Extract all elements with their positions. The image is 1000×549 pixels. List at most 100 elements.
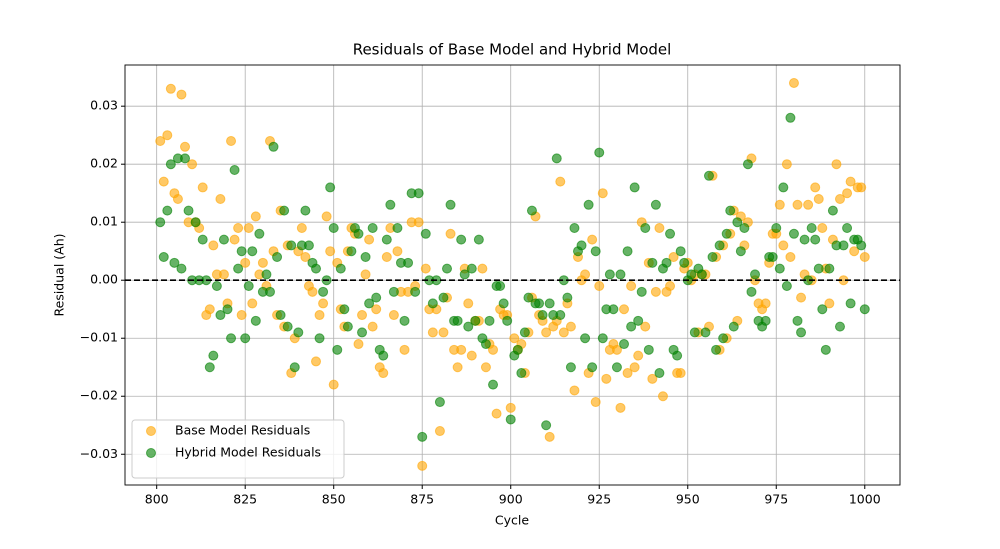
point: [321, 211, 332, 222]
point: [647, 257, 658, 268]
point: [339, 304, 350, 315]
point: [615, 269, 626, 280]
point: [650, 286, 661, 297]
point: [721, 228, 732, 239]
point: [650, 199, 661, 210]
point: [512, 344, 523, 355]
x-tick-label: 800: [145, 492, 169, 507]
point: [824, 298, 835, 309]
point: [325, 246, 336, 257]
point: [296, 223, 307, 234]
point: [466, 263, 477, 274]
point: [838, 240, 849, 251]
point: [626, 321, 637, 332]
point: [810, 182, 821, 193]
point: [480, 362, 491, 373]
point: [696, 269, 707, 280]
point: [197, 182, 208, 193]
point: [311, 263, 322, 274]
point: [427, 327, 438, 338]
point: [286, 240, 297, 251]
point: [601, 373, 612, 384]
point: [314, 310, 325, 321]
point: [619, 304, 630, 315]
point: [190, 217, 201, 228]
point: [534, 298, 545, 309]
point: [842, 223, 853, 234]
point: [236, 310, 247, 321]
point: [541, 327, 552, 338]
point: [544, 431, 555, 442]
point: [551, 153, 562, 164]
point: [817, 223, 828, 234]
point: [622, 246, 633, 257]
point: [413, 217, 424, 228]
point: [711, 344, 722, 355]
legend-marker: [146, 426, 156, 436]
point: [725, 205, 736, 216]
point: [590, 397, 601, 408]
point: [569, 385, 580, 396]
point: [799, 234, 810, 245]
legend-label: Base Model Residuals: [175, 423, 310, 438]
chart-title: Residuals of Base Model and Hybrid Model: [353, 41, 672, 59]
point: [456, 234, 467, 245]
point: [587, 362, 598, 373]
point: [580, 333, 591, 344]
point: [381, 234, 392, 245]
point: [796, 327, 807, 338]
point: [438, 327, 449, 338]
point: [675, 246, 686, 257]
point: [403, 257, 414, 268]
point: [442, 263, 453, 274]
point: [509, 333, 520, 344]
point: [360, 252, 371, 263]
point: [187, 159, 198, 170]
point: [452, 315, 463, 326]
point: [445, 199, 456, 210]
point: [378, 350, 389, 361]
point: [463, 298, 474, 309]
point: [413, 188, 424, 199]
point: [427, 298, 438, 309]
point: [661, 257, 672, 268]
point: [165, 159, 176, 170]
point: [240, 333, 251, 344]
point: [856, 240, 867, 251]
point: [565, 321, 576, 332]
point: [491, 408, 502, 419]
point: [272, 252, 283, 263]
point: [604, 269, 615, 280]
x-tick-label: 950: [676, 492, 700, 507]
point: [466, 350, 477, 361]
point: [484, 315, 495, 326]
point: [226, 135, 237, 146]
point: [820, 344, 831, 355]
point: [303, 240, 314, 251]
point: [827, 205, 838, 216]
point: [434, 426, 445, 437]
point: [459, 269, 470, 280]
point: [806, 223, 817, 234]
point: [803, 199, 814, 210]
point: [204, 362, 215, 373]
point: [703, 170, 714, 181]
point: [353, 228, 364, 239]
point: [569, 223, 580, 234]
point: [668, 252, 679, 263]
point: [657, 391, 668, 402]
point: [172, 194, 183, 205]
point: [215, 194, 226, 205]
x-tick-label: 825: [233, 492, 257, 507]
point: [636, 286, 647, 297]
point: [615, 402, 626, 413]
point: [257, 257, 268, 268]
point: [824, 263, 835, 274]
point: [654, 223, 665, 234]
point: [505, 414, 516, 425]
y-axis-label: Residual (Ah): [52, 234, 67, 317]
point: [576, 240, 587, 251]
point: [654, 368, 665, 379]
point: [859, 252, 870, 263]
x-tick-label: 1000: [849, 492, 881, 507]
